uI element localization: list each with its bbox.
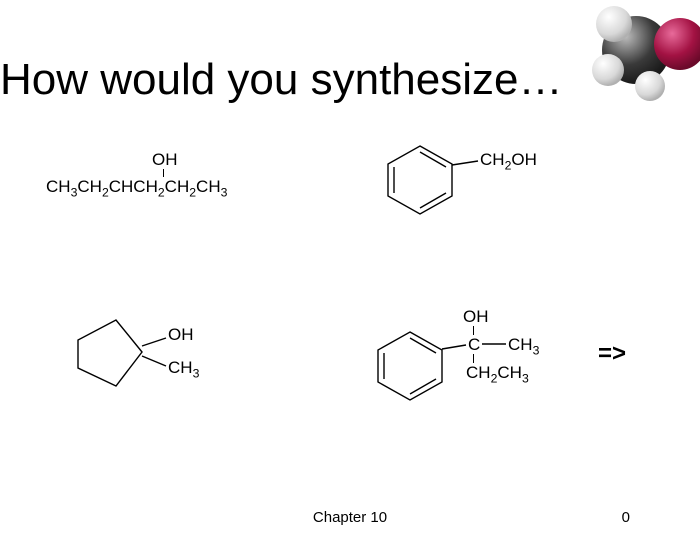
label-c: C	[468, 335, 480, 355]
label-ch2ch3: CH2CH3	[466, 363, 529, 383]
benzene-ring-icon	[380, 142, 460, 218]
footer-chapter: Chapter 10	[313, 509, 387, 526]
cyclopentane-ring-icon	[70, 310, 160, 396]
label-ch3: CH3	[168, 358, 199, 378]
label-ch2oh: CH2OH	[480, 150, 537, 170]
label-ch3: CH3	[508, 335, 539, 355]
slide: { "title": "How would you synthesize…", …	[0, 0, 700, 544]
footer-page: 0	[622, 509, 630, 526]
arrow-icon: =>	[598, 340, 626, 368]
molecule-3d-icon	[570, 0, 700, 110]
label-oh: OH	[168, 325, 194, 345]
label-oh: OH	[152, 150, 178, 170]
label-oh: OH	[463, 307, 489, 327]
benzene-ring-icon	[370, 328, 450, 404]
label-formula: CH3CH2CHCH2CH2CH3	[46, 177, 227, 197]
slide-title: How would you synthesize…	[0, 55, 562, 105]
